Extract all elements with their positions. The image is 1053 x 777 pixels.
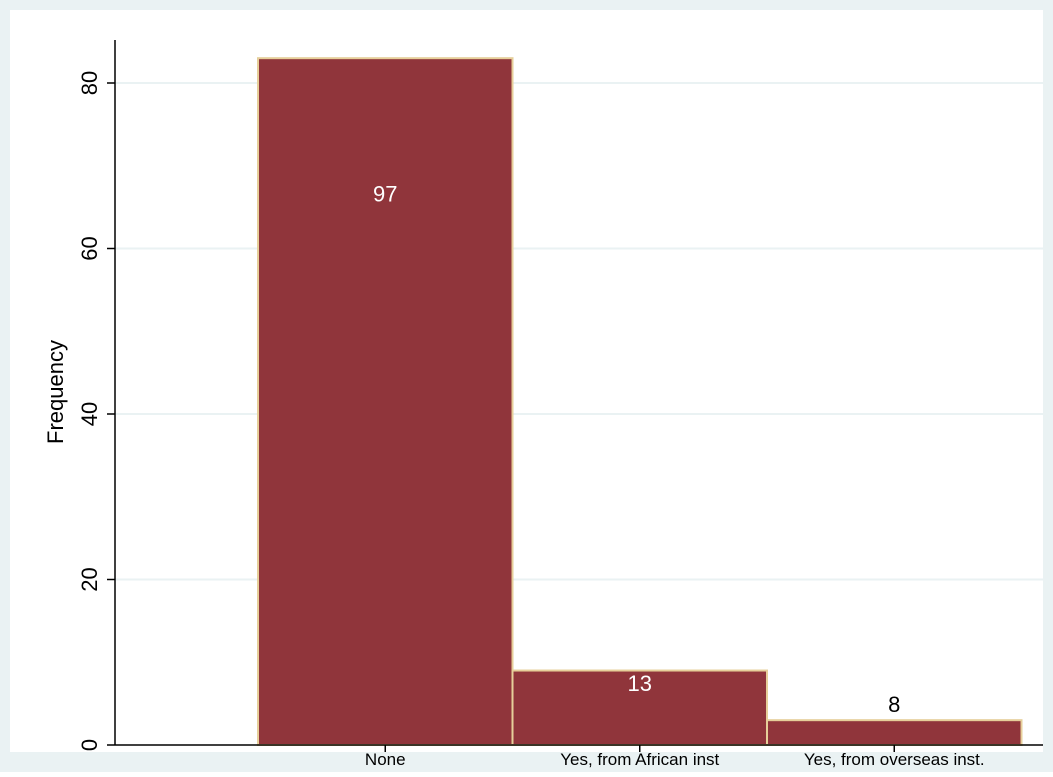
- y-tick-label: 40: [77, 402, 102, 426]
- x-tick-label: Yes, from African inst: [560, 750, 719, 769]
- bar-1: [257, 57, 514, 747]
- axes: 0 20 40 60 80 None Yes, from African inst Yes, …: [77, 40, 1043, 769]
- y-tick-label: 20: [77, 567, 102, 591]
- bar-2: [511, 669, 768, 747]
- data-labels: 97 13 8: [373, 181, 900, 717]
- y-tick-label: 60: [77, 236, 102, 260]
- y-axis-title: Frequency: [43, 340, 68, 444]
- data-label: 8: [888, 692, 900, 717]
- data-label: 97: [373, 181, 397, 206]
- plot-background: [10, 10, 1043, 752]
- x-tick-label: Yes, from overseas inst.: [804, 750, 985, 769]
- y-tick-label: 0: [77, 739, 102, 751]
- bar-3: [766, 719, 1023, 746]
- data-label: 13: [628, 671, 652, 696]
- x-tick-label: None: [365, 750, 406, 769]
- y-tick-label: 80: [77, 71, 102, 95]
